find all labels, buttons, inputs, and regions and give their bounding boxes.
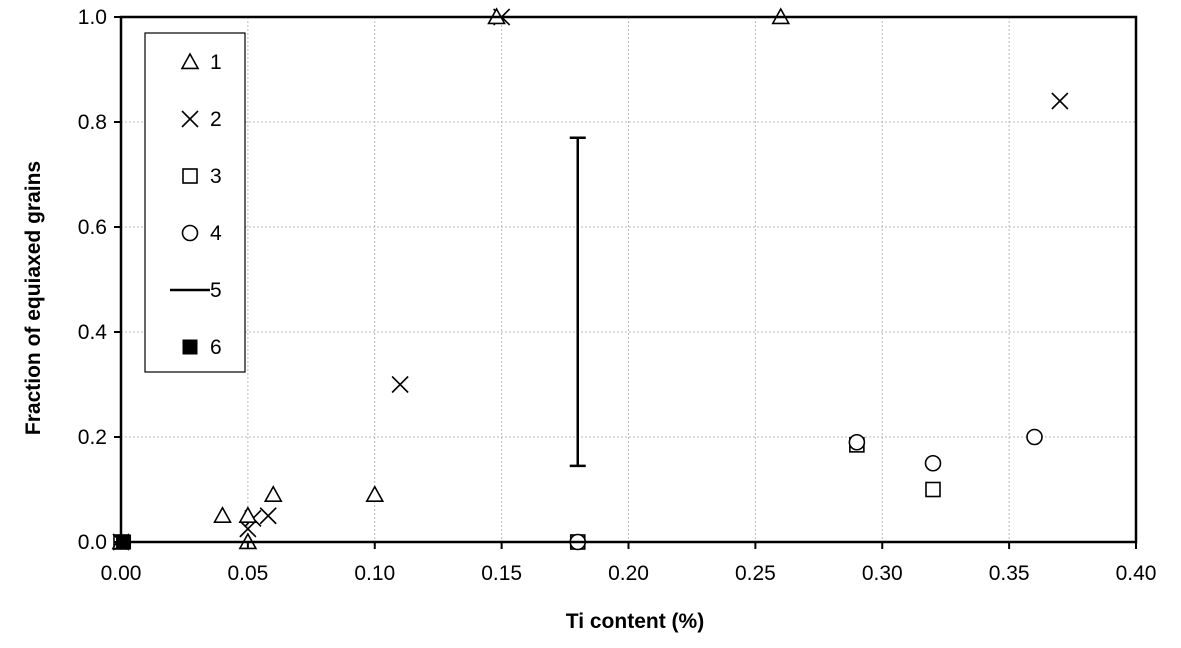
point-series-1 [365, 485, 385, 502]
point-series-3 [925, 481, 941, 498]
legend-marker-1 [180, 52, 200, 70]
series-layer [111, 7, 1069, 551]
x-tick-label: 0.05 [227, 562, 268, 585]
grid-lines [121, 17, 1136, 542]
range-bar-series-5 [569, 136, 586, 468]
y-tick-label: 1.0 [78, 6, 107, 29]
point-series-2 [1051, 92, 1069, 110]
x-tick-label: 0.15 [481, 562, 522, 585]
legend-box [144, 32, 246, 373]
point-series-4 [1026, 428, 1043, 446]
legend-marker-4 [181, 224, 199, 242]
legend: 1 2 3 4 5 6 [144, 32, 246, 373]
y-axis-title: Fraction of equiaxed grains [22, 161, 45, 435]
legend-marker-6 [182, 339, 198, 355]
x-tick-label: 0.10 [354, 562, 395, 585]
y-tick-label: 0.8 [78, 111, 107, 134]
y-tick-label: 0.2 [78, 426, 107, 449]
y-tick-label: 0.6 [78, 216, 107, 239]
legend-label-4: 4 [210, 222, 222, 245]
point-series-2 [391, 375, 409, 394]
legend-label-1: 1 [210, 51, 222, 74]
plot-area-frame [119, 15, 1138, 544]
point-series-1 [213, 506, 232, 523]
point-series-2 [259, 507, 277, 525]
x-tick-label: 0.40 [1116, 562, 1157, 585]
x-tick-label: 0.20 [608, 562, 649, 585]
legend-label-3: 3 [210, 165, 222, 188]
legend-label-6: 6 [210, 336, 222, 359]
x-tick-label: 0.30 [862, 562, 903, 585]
y-axis-tick-labels: 0.0 0.2 0.4 0.6 0.8 1.0 [78, 6, 121, 554]
x-tick-label: 0.25 [735, 562, 776, 585]
x-tick-label: 0.35 [989, 562, 1030, 585]
x-axis-title: Ti content (%) [566, 610, 704, 633]
point-series-1 [238, 506, 258, 523]
y-tick-label: 0.0 [78, 531, 107, 554]
legend-marker-2 [181, 110, 199, 128]
point-series-4 [924, 454, 942, 472]
x-tick-label: 0.00 [101, 562, 142, 585]
point-series-1 [263, 485, 283, 502]
legend-label-5: 5 [210, 279, 222, 302]
point-series-2 [239, 520, 257, 538]
point-series-4 [848, 433, 866, 451]
legend-marker-3 [182, 168, 198, 184]
x-axis-tick-labels: 0.00 0.05 0.10 0.15 0.20 0.25 0.30 0.35 0.40 [101, 542, 1157, 585]
y-tick-label: 0.4 [78, 321, 108, 344]
legend-label-2: 2 [210, 108, 222, 131]
